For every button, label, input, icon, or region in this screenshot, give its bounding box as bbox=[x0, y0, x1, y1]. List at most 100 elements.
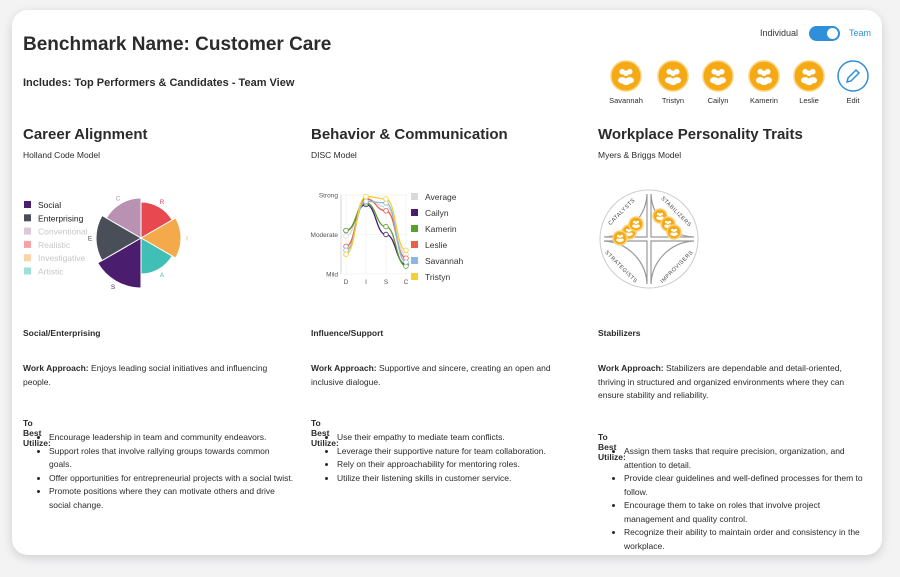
legend-label: Realistic bbox=[38, 240, 71, 250]
bullet: Rely on their approachability for mentor… bbox=[337, 458, 582, 472]
edit-label: Edit bbox=[846, 96, 860, 105]
legend-label: Tristyn bbox=[425, 272, 450, 282]
slice-letter: S bbox=[111, 284, 116, 291]
y-tick-label: Mild bbox=[326, 272, 338, 279]
avatar-icon[interactable] bbox=[747, 59, 781, 93]
avatar-icon[interactable] bbox=[701, 59, 735, 93]
utilize-label: To Best Utilize: bbox=[23, 418, 51, 448]
bullet: Leverage their supportive nature for tea… bbox=[337, 445, 582, 459]
approach: Work Approach: Enjoys leading social ini… bbox=[23, 362, 285, 389]
icon-head bbox=[672, 229, 676, 233]
icon-head bbox=[670, 70, 676, 77]
bullet: Assign them tasks that require precision… bbox=[624, 445, 869, 472]
avatar-icon[interactable] bbox=[609, 59, 643, 93]
icon-body bbox=[634, 225, 638, 229]
legend-label: Enterprising bbox=[38, 213, 84, 223]
quadrant bbox=[650, 240, 694, 284]
legend-label: Social bbox=[38, 200, 61, 210]
legend-swatch bbox=[411, 257, 418, 264]
icon-body bbox=[627, 233, 631, 237]
utilize-label: To Best Utilize: bbox=[598, 432, 626, 462]
icon-head bbox=[715, 70, 721, 77]
edit-circle bbox=[837, 60, 869, 92]
legend-swatch bbox=[24, 227, 31, 235]
quad-outline bbox=[599, 189, 699, 289]
toggle-right[interactable]: Team bbox=[849, 28, 872, 38]
x-tick-label: I bbox=[365, 279, 367, 286]
person-name: Cailyn bbox=[707, 96, 729, 105]
bullet: Encourage them to take on roles that inv… bbox=[624, 499, 869, 526]
bullets: Encourage leadership in team and communi… bbox=[23, 431, 294, 512]
icon-body bbox=[759, 78, 769, 86]
point bbox=[343, 227, 349, 234]
bullet: Utilize their listening skills in custom… bbox=[337, 472, 582, 486]
bullets: Use their empathy to mediate team confli… bbox=[311, 431, 582, 485]
toggle-left[interactable]: Individual bbox=[760, 28, 799, 38]
approach: Work Approach: Stabilizers are dependabl… bbox=[598, 362, 860, 403]
bullet: Encourage leadership in team and communi… bbox=[49, 431, 294, 445]
icon-body bbox=[804, 78, 814, 86]
slice-letter: E bbox=[88, 236, 93, 243]
icon-body bbox=[672, 233, 676, 237]
icon-body bbox=[621, 78, 631, 86]
person-name: Savannah bbox=[609, 96, 643, 105]
card: Benchmark Name: Customer Care Includes: … bbox=[12, 10, 882, 555]
legend-swatch bbox=[411, 273, 418, 280]
bullets: Assign them tasks that require precision… bbox=[598, 445, 869, 553]
section-chart: S Social E Enterprising C Conventional R Realis… bbox=[24, 196, 188, 291]
point bbox=[343, 233, 349, 239]
point bbox=[383, 208, 389, 214]
legend-label: Average bbox=[425, 192, 457, 202]
bullet: Provide clear guidelines and well-define… bbox=[624, 472, 869, 499]
slice bbox=[105, 197, 142, 239]
slice bbox=[140, 217, 182, 259]
legend-label: Artistic bbox=[38, 267, 64, 277]
slice bbox=[97, 237, 142, 289]
quadrant bbox=[604, 240, 648, 284]
legend-label: Leslie bbox=[425, 240, 447, 250]
icon-head bbox=[806, 70, 812, 77]
bullet: Recognize their ability to maintain orde… bbox=[624, 526, 869, 553]
series-line bbox=[345, 195, 407, 255]
legend-label: Investigative bbox=[38, 253, 86, 263]
summary: Stabilizers bbox=[598, 328, 641, 338]
legend-label: Cailyn bbox=[425, 208, 449, 218]
section: Career Alignment Holland Code Model S Socia… bbox=[23, 126, 293, 510]
toggle-knob bbox=[827, 28, 838, 39]
avatar-icon[interactable] bbox=[656, 59, 690, 93]
point bbox=[383, 231, 389, 238]
icon-body bbox=[668, 78, 678, 86]
pencil bbox=[845, 68, 861, 84]
x-tick-label: C bbox=[404, 279, 409, 286]
legend-label: Conventional bbox=[38, 227, 88, 237]
section: Behavior & Communication DISC Model Mild Mo… bbox=[311, 126, 581, 483]
section-title: Workplace Personality Traits bbox=[598, 126, 803, 143]
section: Workplace Personality Traits Myers & Brig… bbox=[598, 126, 868, 551]
icon-body bbox=[618, 239, 622, 243]
avatar-icon[interactable] bbox=[792, 59, 826, 93]
legend-swatch bbox=[24, 214, 31, 222]
icon-body bbox=[658, 217, 662, 221]
point bbox=[363, 193, 369, 200]
edit-icon[interactable] bbox=[836, 59, 870, 93]
person-name: Leslie bbox=[799, 96, 819, 105]
icon-head bbox=[658, 213, 662, 217]
section-title: Behavior & Communication bbox=[311, 126, 508, 143]
legend-swatch bbox=[24, 240, 31, 248]
title: Benchmark Name: Customer Care bbox=[23, 34, 332, 55]
approach-label: Work Approach: bbox=[311, 363, 377, 373]
slice-letter: C bbox=[116, 196, 121, 203]
legend-swatch bbox=[411, 241, 418, 248]
icon-head bbox=[618, 235, 622, 239]
legend-swatch bbox=[411, 225, 418, 232]
approach-text: Supportive and sincere, creating an open… bbox=[311, 363, 551, 387]
legend-swatch bbox=[24, 254, 31, 262]
legend-swatch bbox=[411, 193, 418, 200]
icon-head bbox=[666, 221, 670, 225]
y-tick-label: Strong bbox=[319, 193, 339, 200]
person-name: Kamerin bbox=[750, 96, 778, 105]
legend-swatch bbox=[24, 267, 31, 275]
subtitle: Includes: Top Performers & Candidates - … bbox=[23, 77, 295, 89]
bullet: Offer opportunities for entrepreneurial … bbox=[49, 472, 294, 486]
legend-swatch bbox=[411, 209, 418, 216]
